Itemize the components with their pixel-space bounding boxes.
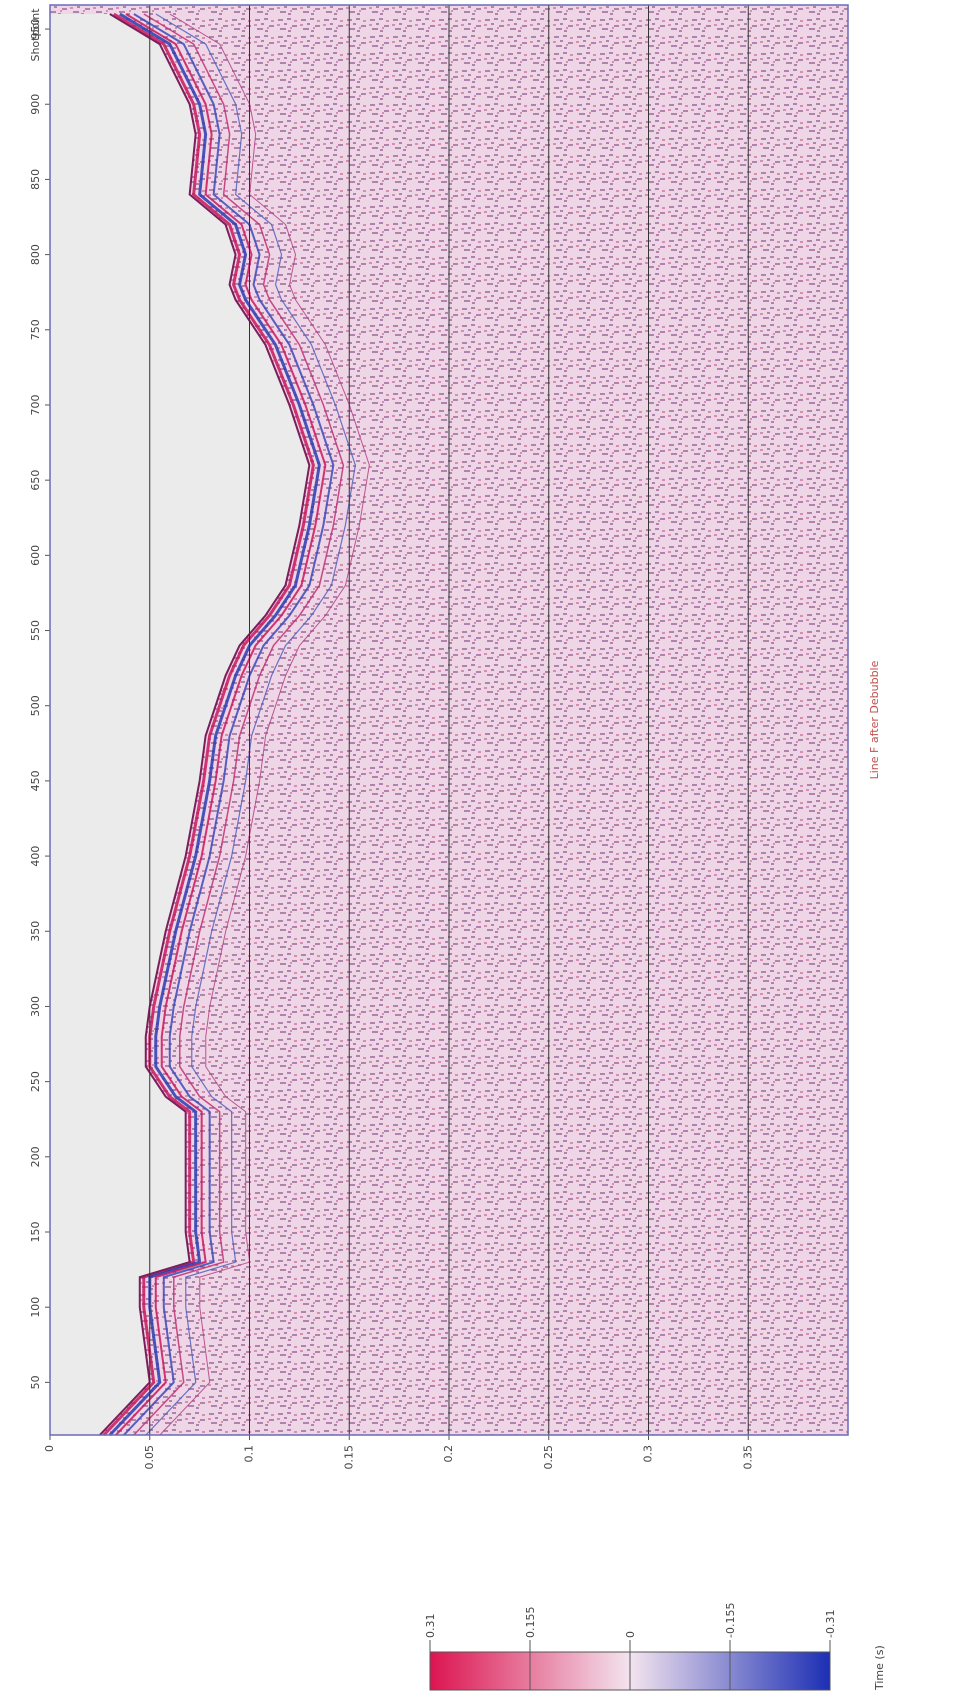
x-tick-label: 50 <box>29 1375 42 1389</box>
x-tick-label: 500 <box>29 695 42 716</box>
x-tick-label: 300 <box>29 996 42 1017</box>
y-tick-label: 0.35 <box>741 1445 754 1470</box>
x-axis-label: Shotpoint <box>29 8 42 62</box>
y-tick-label: 0.1 <box>243 1445 256 1463</box>
y-tick-label: 0.2 <box>442 1445 455 1463</box>
x-tick-label: 400 <box>29 846 42 867</box>
page: 0 0.05 0.1 0.15 0.2 0.25 0.3 0.35 50 100 150 200 250… <box>0 0 953 1697</box>
y-tick-label: 0.15 <box>342 1445 355 1470</box>
y-axis-label: Time (s) <box>873 1645 886 1691</box>
x-tick-label: 650 <box>29 470 42 491</box>
x-tick-label: 900 <box>29 94 42 115</box>
colorbar-tick-label: 0.155 <box>524 1607 537 1639</box>
x-tick-label: 750 <box>29 319 42 340</box>
x-tick-label: 550 <box>29 620 42 641</box>
colorbar-tick-label: -0.31 <box>824 1610 837 1638</box>
x-tick-label: 250 <box>29 1071 42 1092</box>
colorbar-tick-label: 0 <box>624 1631 637 1638</box>
colorbar-tick-label: 0.31 <box>424 1614 437 1639</box>
chart: 0 0.05 0.1 0.15 0.2 0.25 0.3 0.35 50 100 150 200 250… <box>0 0 953 1697</box>
y-tick-label: 0.05 <box>143 1445 156 1470</box>
x-tick-label: 450 <box>29 770 42 791</box>
y-tick-label: 0.25 <box>542 1445 555 1470</box>
x-tick-label: 150 <box>29 1222 42 1243</box>
x-tick-label: 700 <box>29 394 42 415</box>
chart-title: Line F after Debubble <box>868 660 881 779</box>
x-tick-label: 350 <box>29 921 42 942</box>
colorbar-tick-label: -0.155 <box>724 1603 737 1638</box>
y-tick-label: 0.3 <box>642 1445 655 1463</box>
x-tick-label: 600 <box>29 545 42 566</box>
y-tick-label: 0 <box>43 1445 56 1452</box>
x-tick-label: 850 <box>29 169 42 190</box>
x-tick-label: 800 <box>29 244 42 265</box>
x-tick-label: 200 <box>29 1146 42 1167</box>
x-tick-label: 100 <box>29 1297 42 1318</box>
